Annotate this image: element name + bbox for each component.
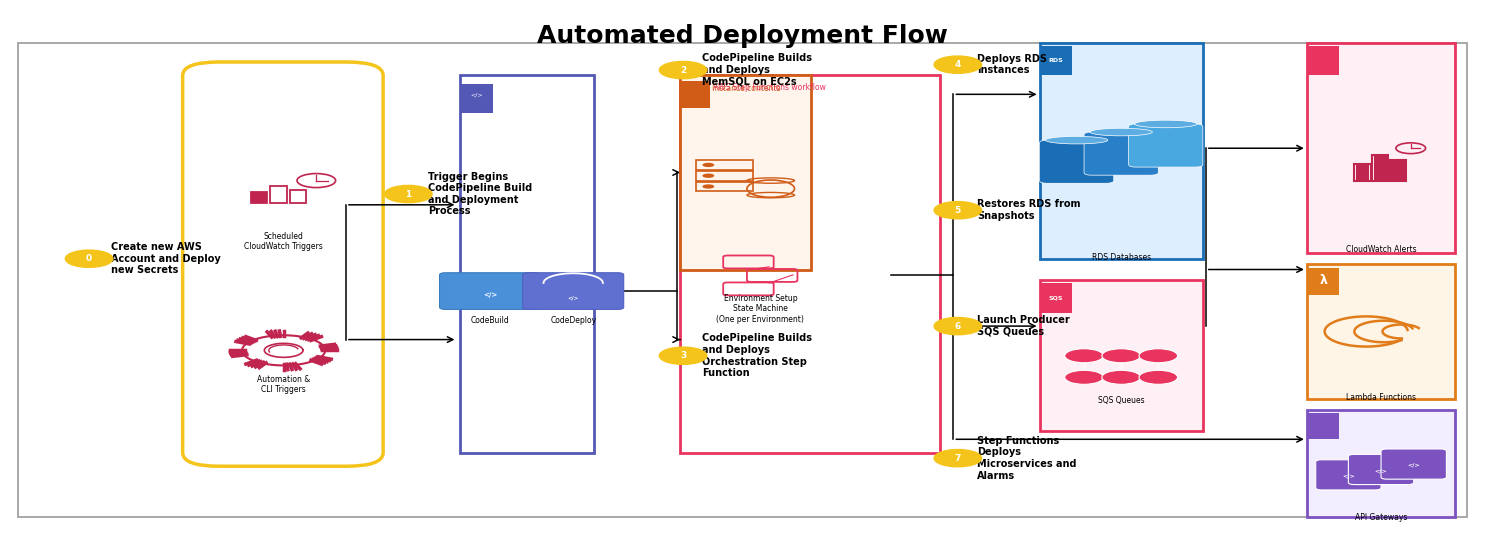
Bar (18, 43, 1467, 517)
Text: </>: </> (483, 292, 497, 299)
Bar (251, 192, 267, 203)
Bar (1040, 283, 1072, 313)
Bar (680, 81, 710, 108)
Text: CloudWatch Alerts: CloudWatch Alerts (1345, 245, 1417, 254)
Circle shape (702, 184, 714, 189)
Text: </>: </> (1342, 473, 1354, 479)
Circle shape (934, 317, 982, 335)
Text: Create new AWS
Account and Deploy
new Secrets: Create new AWS Account and Deploy new Se… (111, 242, 221, 275)
FancyBboxPatch shape (1129, 124, 1203, 167)
Text: Deploys RDS
Instances: Deploys RDS Instances (977, 54, 1047, 75)
Bar (460, 84, 493, 113)
Bar (1307, 268, 1339, 295)
Text: Trigger Begins
CodePipeline Build
and Deployment
Process: Trigger Begins CodePipeline Build and De… (428, 171, 532, 217)
FancyBboxPatch shape (1040, 140, 1114, 183)
Text: </>: </> (471, 93, 483, 103)
Circle shape (934, 56, 982, 73)
Text: </>: </> (1375, 468, 1387, 473)
Text: CodePipeline Builds
and Deploys
Orchestration Step
Function: CodePipeline Builds and Deploys Orchestr… (702, 333, 812, 378)
Text: EC2 Instance contents: EC2 Instance contents (695, 85, 781, 93)
Ellipse shape (1135, 120, 1197, 128)
Circle shape (1102, 370, 1140, 384)
Bar (1307, 46, 1339, 75)
Circle shape (659, 61, 707, 79)
Circle shape (385, 185, 432, 203)
Bar (1372, 155, 1388, 181)
Circle shape (702, 163, 714, 167)
Bar (1040, 280, 1203, 431)
Text: 7: 7 (955, 454, 961, 462)
Bar (270, 186, 287, 203)
Ellipse shape (1090, 128, 1152, 136)
Bar (1307, 413, 1339, 439)
Text: Automated Deployment Flow: Automated Deployment Flow (538, 24, 947, 49)
Circle shape (659, 347, 707, 364)
Bar (1354, 164, 1371, 181)
Circle shape (702, 174, 714, 178)
Text: Environment Setup
State Machine
(One per Environment): Environment Setup State Machine (One per… (716, 294, 805, 323)
Text: 6: 6 (955, 322, 961, 330)
Text: RDS Databases: RDS Databases (1091, 253, 1151, 262)
Text: CodeDeploy: CodeDeploy (549, 316, 597, 325)
Bar (1307, 410, 1455, 517)
Circle shape (1102, 349, 1140, 363)
Circle shape (65, 250, 113, 267)
Text: Lambda Functions: Lambda Functions (1345, 393, 1417, 403)
Text: </>: </> (1408, 462, 1420, 468)
Text: Launch Producer
SQS Queues: Launch Producer SQS Queues (977, 315, 1069, 337)
Text: SQS: SQS (1048, 295, 1063, 300)
FancyBboxPatch shape (1316, 460, 1381, 490)
FancyBboxPatch shape (183, 62, 383, 466)
FancyBboxPatch shape (440, 273, 541, 309)
FancyBboxPatch shape (1084, 132, 1158, 175)
Text: Scheduled
CloudWatch Triggers: Scheduled CloudWatch Triggers (244, 232, 324, 251)
Circle shape (934, 202, 982, 219)
FancyBboxPatch shape (523, 273, 624, 309)
Text: 3: 3 (680, 351, 686, 360)
Bar (290, 190, 306, 203)
FancyBboxPatch shape (1381, 449, 1446, 479)
Bar (1391, 161, 1405, 180)
Bar (680, 75, 811, 270)
Bar (1390, 160, 1406, 181)
Bar (680, 75, 940, 453)
Bar (696, 160, 753, 170)
FancyBboxPatch shape (1348, 454, 1414, 485)
Text: CodePipeline Builds
and Deploys
MemSQL on EC2s: CodePipeline Builds and Deploys MemSQL o… (702, 53, 812, 87)
Bar (1374, 155, 1387, 180)
Text: API Gateways: API Gateways (1354, 513, 1408, 522)
Bar (1307, 264, 1455, 399)
Bar (1040, 43, 1203, 259)
Text: 4: 4 (955, 60, 961, 69)
Bar (460, 75, 594, 453)
Text: 5: 5 (955, 206, 961, 215)
Text: 0: 0 (86, 254, 92, 263)
Circle shape (1139, 370, 1178, 384)
Bar (696, 182, 753, 191)
Text: Restores RDS from
Snapshots: Restores RDS from Snapshots (977, 199, 1081, 221)
Text: λ: λ (1319, 274, 1328, 287)
Text: Step Functions
Deploys
Microservices and
Alarms: Step Functions Deploys Microservices and… (977, 436, 1077, 481)
Circle shape (1065, 349, 1103, 363)
Bar (1040, 46, 1072, 75)
Circle shape (934, 450, 982, 467)
Text: </>: </> (567, 295, 579, 300)
Text: SQS Queues: SQS Queues (1097, 396, 1145, 405)
Circle shape (1139, 349, 1178, 363)
Text: AWS Step Functions workflow: AWS Step Functions workflow (713, 83, 826, 92)
Text: 2: 2 (680, 66, 686, 74)
Text: Automation &
CLI Triggers: Automation & CLI Triggers (257, 375, 310, 394)
Bar (1356, 165, 1369, 180)
Ellipse shape (1045, 136, 1108, 144)
Text: RDS: RDS (1048, 58, 1063, 63)
Bar (680, 81, 710, 108)
Bar (696, 171, 753, 181)
Circle shape (1065, 370, 1103, 384)
Bar (1307, 43, 1455, 253)
Bar (251, 192, 267, 203)
Text: 1: 1 (405, 190, 411, 198)
Text: CodeBuild: CodeBuild (471, 316, 509, 325)
